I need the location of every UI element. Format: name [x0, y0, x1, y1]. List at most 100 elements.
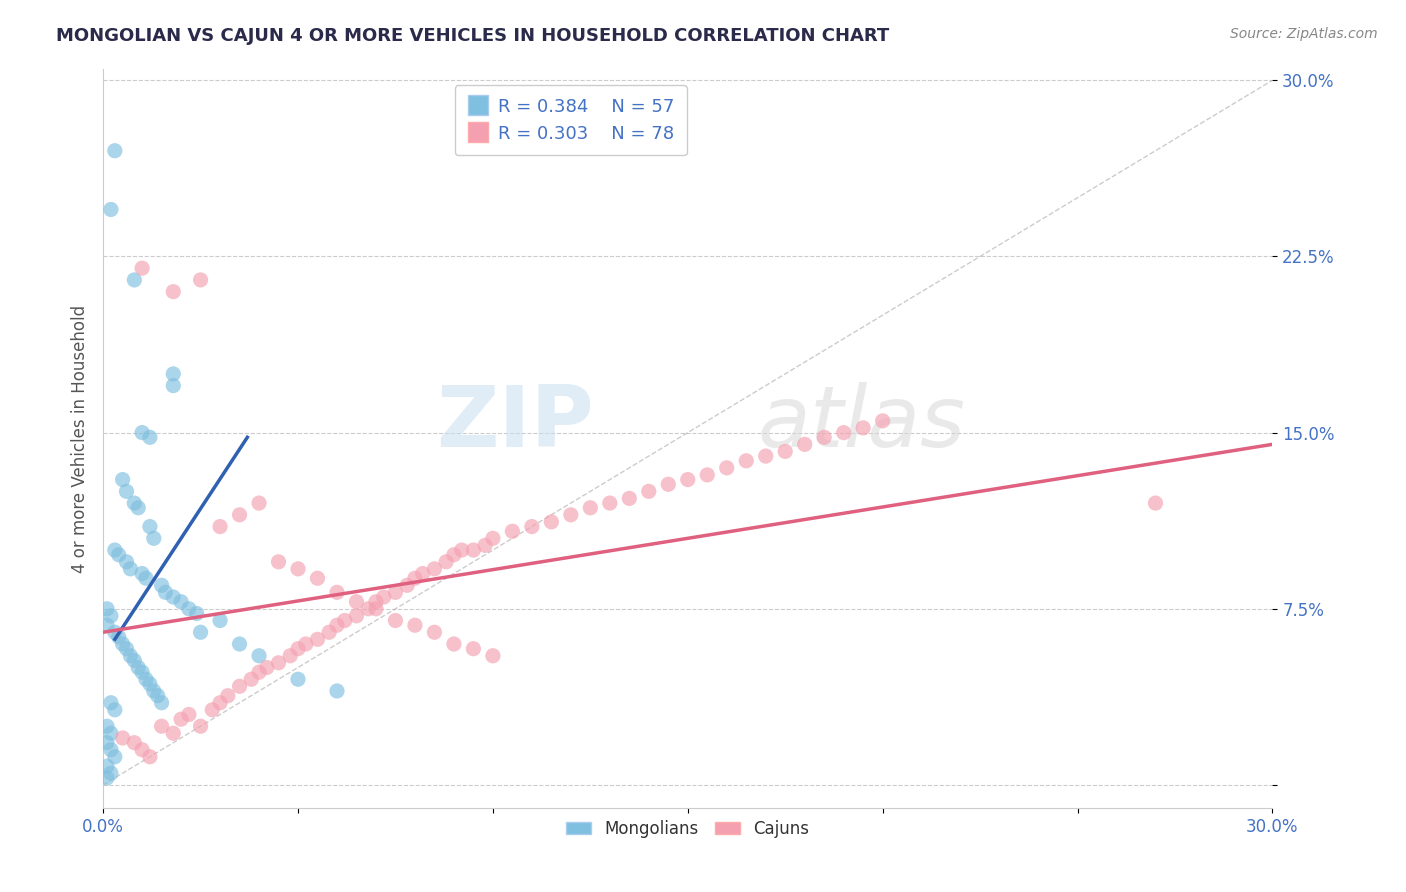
Y-axis label: 4 or more Vehicles in Household: 4 or more Vehicles in Household [72, 304, 89, 573]
Point [637, 484, 659, 499]
Point [139, 677, 162, 691]
Point [120, 648, 142, 663]
Point [111, 637, 134, 651]
Point [124, 273, 146, 287]
Point [96, 771, 118, 785]
Point [131, 425, 153, 440]
Point [131, 566, 153, 581]
Point [294, 637, 316, 651]
Point [104, 703, 127, 717]
Point [579, 500, 602, 515]
Point [107, 630, 129, 644]
Point [793, 437, 815, 451]
Point [115, 555, 138, 569]
Point [735, 454, 758, 468]
Point [346, 608, 368, 623]
Point [150, 578, 173, 592]
Point [135, 571, 157, 585]
Point [755, 449, 778, 463]
Point [100, 742, 122, 756]
Point [107, 548, 129, 562]
Point [676, 473, 699, 487]
Point [127, 500, 149, 515]
Point [482, 531, 505, 545]
Point [813, 430, 835, 444]
Point [832, 425, 855, 440]
Point [124, 496, 146, 510]
Point [872, 414, 894, 428]
Point [100, 608, 122, 623]
Point [326, 618, 349, 632]
Point [357, 601, 380, 615]
Point [142, 684, 165, 698]
Point [104, 749, 127, 764]
Point [162, 590, 184, 604]
Point [127, 660, 149, 674]
Point [162, 726, 184, 740]
Point [384, 614, 406, 628]
Point [463, 641, 485, 656]
Point [287, 562, 309, 576]
Point [404, 618, 426, 632]
Text: atlas: atlas [758, 382, 966, 466]
Point [96, 618, 118, 632]
Point [186, 607, 208, 621]
Point [240, 672, 263, 686]
Point [852, 421, 875, 435]
Point [190, 273, 212, 287]
Point [396, 578, 419, 592]
Point [201, 703, 224, 717]
Point [120, 562, 142, 576]
Point [115, 484, 138, 499]
Point [115, 641, 138, 656]
Point [326, 585, 349, 599]
Point [170, 595, 193, 609]
Point [162, 367, 184, 381]
Point [217, 689, 239, 703]
Point [318, 625, 340, 640]
Point [384, 585, 406, 599]
Point [139, 749, 162, 764]
Point [696, 467, 718, 482]
Point [716, 460, 738, 475]
Point [423, 625, 446, 640]
Point [247, 648, 270, 663]
Point [190, 625, 212, 640]
Point [150, 719, 173, 733]
Text: Source: ZipAtlas.com: Source: ZipAtlas.com [1230, 27, 1378, 41]
Point [209, 614, 232, 628]
Point [404, 571, 426, 585]
Point [162, 285, 184, 299]
Point [142, 531, 165, 545]
Point [326, 684, 349, 698]
Point [177, 601, 200, 615]
Point [131, 665, 153, 680]
Point [139, 519, 162, 533]
Point [96, 736, 118, 750]
Point [346, 595, 368, 609]
Point [228, 679, 250, 693]
Point [373, 590, 395, 604]
Point [364, 595, 387, 609]
Point [434, 555, 457, 569]
Point [139, 430, 162, 444]
Point [540, 515, 562, 529]
Point [287, 641, 309, 656]
Point [657, 477, 679, 491]
Point [423, 562, 446, 576]
Point [463, 543, 485, 558]
Point [150, 696, 173, 710]
Point [96, 601, 118, 615]
Point [333, 614, 356, 628]
Point [287, 672, 309, 686]
Point [501, 524, 523, 539]
Point [135, 672, 157, 686]
Point [267, 555, 290, 569]
Text: ZIP: ZIP [436, 382, 595, 466]
Point [96, 719, 118, 733]
Point [267, 656, 290, 670]
Point [482, 648, 505, 663]
Point [228, 508, 250, 522]
Point [111, 731, 134, 745]
Point [100, 696, 122, 710]
